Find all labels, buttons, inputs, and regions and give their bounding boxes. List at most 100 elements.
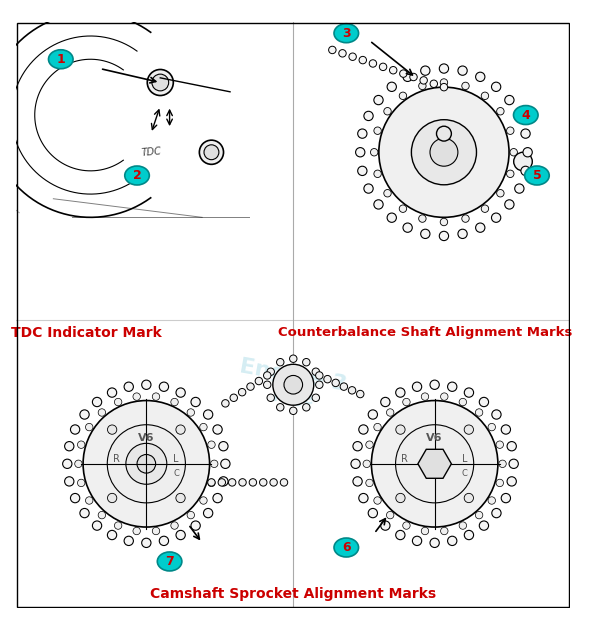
Polygon shape: [418, 449, 451, 478]
Circle shape: [277, 404, 284, 411]
Circle shape: [218, 479, 225, 486]
Circle shape: [80, 508, 89, 518]
Circle shape: [159, 536, 169, 546]
Circle shape: [221, 459, 230, 469]
Circle shape: [440, 218, 448, 226]
Circle shape: [364, 184, 373, 193]
Circle shape: [353, 442, 362, 451]
Circle shape: [259, 479, 267, 486]
Circle shape: [521, 129, 530, 138]
Text: 5: 5: [533, 169, 541, 182]
Circle shape: [267, 368, 274, 375]
Circle shape: [107, 425, 185, 503]
Circle shape: [411, 120, 476, 185]
Circle shape: [496, 441, 504, 449]
Circle shape: [316, 381, 323, 389]
Circle shape: [114, 398, 122, 406]
Circle shape: [488, 423, 495, 431]
Circle shape: [496, 108, 504, 115]
Circle shape: [505, 200, 514, 209]
Circle shape: [187, 409, 194, 416]
Circle shape: [267, 394, 274, 401]
Circle shape: [374, 95, 383, 105]
Circle shape: [187, 512, 194, 519]
Circle shape: [364, 112, 373, 120]
Circle shape: [379, 87, 509, 217]
Circle shape: [403, 223, 412, 232]
Circle shape: [359, 493, 368, 503]
Circle shape: [386, 512, 394, 519]
Circle shape: [390, 67, 397, 74]
Circle shape: [74, 460, 82, 467]
Circle shape: [440, 393, 448, 400]
Circle shape: [290, 355, 297, 362]
Circle shape: [430, 380, 439, 389]
Circle shape: [464, 388, 474, 398]
Circle shape: [371, 401, 498, 527]
Circle shape: [290, 407, 297, 415]
Circle shape: [208, 441, 215, 449]
Circle shape: [249, 479, 257, 486]
Circle shape: [418, 82, 426, 89]
Circle shape: [386, 409, 394, 416]
Circle shape: [142, 380, 151, 389]
Text: V6: V6: [426, 433, 443, 443]
Circle shape: [358, 166, 367, 176]
Circle shape: [199, 140, 224, 164]
Circle shape: [356, 147, 365, 157]
Circle shape: [396, 493, 405, 503]
Circle shape: [496, 479, 504, 486]
Text: 3: 3: [342, 26, 350, 40]
Circle shape: [280, 479, 288, 486]
Circle shape: [458, 229, 467, 239]
Circle shape: [448, 382, 457, 391]
Circle shape: [476, 72, 485, 81]
Circle shape: [384, 108, 391, 115]
Circle shape: [191, 398, 200, 406]
Circle shape: [77, 479, 85, 486]
Circle shape: [492, 82, 501, 91]
Circle shape: [400, 70, 407, 77]
Circle shape: [366, 479, 373, 486]
Circle shape: [124, 536, 134, 546]
Circle shape: [523, 147, 532, 157]
Circle shape: [263, 381, 271, 389]
Circle shape: [92, 398, 102, 406]
Text: Counterbalance Shaft Alignment Marks: Counterbalance Shaft Alignment Marks: [278, 326, 573, 339]
Circle shape: [263, 372, 271, 379]
Circle shape: [142, 538, 151, 547]
Circle shape: [430, 538, 439, 547]
Circle shape: [421, 393, 429, 400]
Circle shape: [363, 460, 371, 467]
Circle shape: [481, 92, 489, 100]
Circle shape: [133, 527, 141, 535]
Text: V6: V6: [138, 433, 154, 443]
Circle shape: [440, 527, 448, 535]
Circle shape: [70, 425, 80, 434]
Circle shape: [507, 170, 514, 178]
Circle shape: [479, 521, 489, 530]
Circle shape: [464, 530, 474, 540]
Ellipse shape: [514, 106, 538, 125]
Circle shape: [368, 410, 377, 419]
Circle shape: [439, 231, 449, 241]
Circle shape: [374, 170, 381, 178]
Text: Page: Page: [272, 389, 315, 408]
Circle shape: [64, 442, 74, 451]
Circle shape: [476, 512, 483, 519]
Circle shape: [351, 459, 360, 469]
Circle shape: [479, 398, 489, 406]
Circle shape: [213, 425, 222, 434]
Circle shape: [462, 82, 469, 89]
Circle shape: [371, 149, 378, 156]
Circle shape: [396, 425, 474, 503]
Text: L: L: [462, 454, 467, 464]
Circle shape: [98, 512, 105, 519]
Circle shape: [514, 152, 532, 171]
Text: C: C: [461, 469, 467, 478]
Circle shape: [77, 441, 85, 449]
Circle shape: [64, 477, 74, 486]
Circle shape: [83, 401, 210, 527]
Circle shape: [126, 444, 167, 484]
Circle shape: [368, 508, 377, 518]
